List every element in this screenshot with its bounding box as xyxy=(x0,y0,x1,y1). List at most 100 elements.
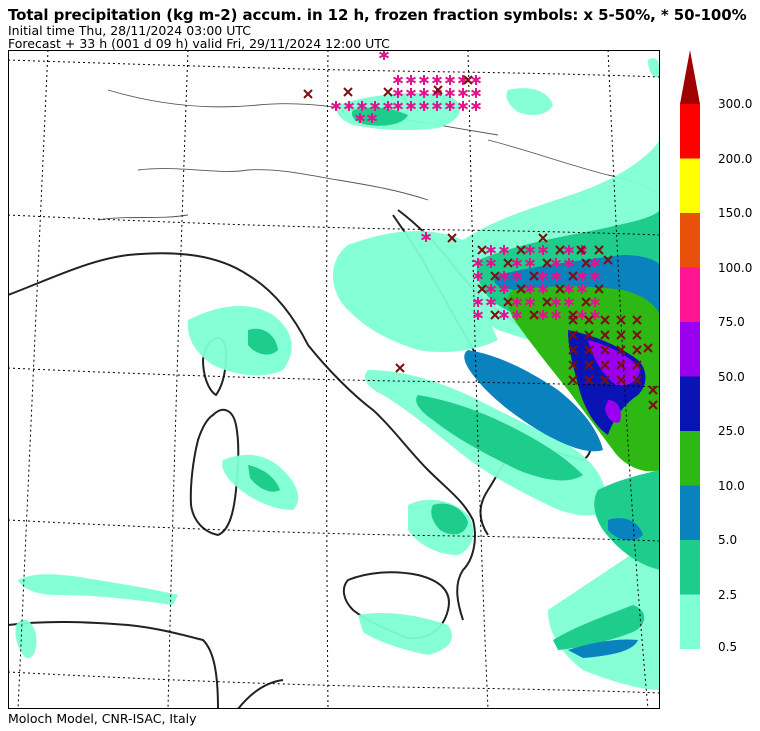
symbol-x xyxy=(447,233,457,243)
legend-label-50-0: 50.0 xyxy=(718,369,745,384)
symbol-star xyxy=(458,88,468,98)
symbol-x xyxy=(343,87,353,97)
legend-label-200-0: 200.0 xyxy=(718,151,753,166)
symbol-x xyxy=(477,284,487,294)
symbol-x xyxy=(581,258,591,268)
legend-swatch-100-0 xyxy=(680,213,700,268)
symbol-star xyxy=(538,245,548,255)
symbol-x xyxy=(529,271,539,281)
symbol-x xyxy=(632,330,642,340)
frozen-fraction-symbols xyxy=(303,50,658,410)
symbol-x xyxy=(516,245,526,255)
symbol-x xyxy=(490,310,500,320)
symbol-x xyxy=(568,375,578,385)
symbol-x xyxy=(600,330,610,340)
symbol-x xyxy=(516,284,526,294)
symbol-x xyxy=(643,343,653,353)
symbol-x xyxy=(600,375,610,385)
symbol-star xyxy=(525,258,535,268)
symbol-star xyxy=(551,310,561,320)
symbol-star xyxy=(486,284,496,294)
symbol-star xyxy=(525,245,535,255)
legend-swatch-150-0 xyxy=(680,158,700,213)
symbol-x xyxy=(433,85,443,95)
symbol-x xyxy=(603,255,613,265)
legend-swatch-2-5 xyxy=(680,540,700,595)
symbol-x xyxy=(383,87,393,97)
symbol-star xyxy=(445,101,455,111)
symbol-star xyxy=(355,113,365,123)
legend-swatch-25-0 xyxy=(680,376,700,431)
symbol-x xyxy=(616,375,626,385)
symbol-x xyxy=(568,330,578,340)
symbol-star xyxy=(473,297,483,307)
symbol-x xyxy=(632,345,642,355)
symbol-star xyxy=(471,101,481,111)
symbol-x xyxy=(542,297,552,307)
symbol-star xyxy=(525,297,535,307)
symbol-star xyxy=(445,88,455,98)
symbol-star xyxy=(344,101,354,111)
legend-swatch-10-0 xyxy=(680,431,700,486)
symbol-x xyxy=(632,375,642,385)
symbol-x xyxy=(568,271,578,281)
symbol-star xyxy=(419,75,429,85)
precipitation-map xyxy=(8,50,660,709)
symbol-star xyxy=(512,310,522,320)
initial-time: Initial time Thu, 28/11/2024 03:00 UTC xyxy=(8,23,251,38)
symbol-x xyxy=(576,245,586,255)
symbol-star xyxy=(471,75,481,85)
symbol-x xyxy=(581,297,591,307)
symbol-x xyxy=(568,360,578,370)
symbol-star xyxy=(473,258,483,268)
symbol-star xyxy=(499,245,509,255)
symbol-star xyxy=(577,271,587,281)
symbol-star xyxy=(551,271,561,281)
symbol-star xyxy=(499,271,509,281)
symbol-star xyxy=(419,88,429,98)
map-title: Total precipitation (kg m-2) accum. in 1… xyxy=(8,6,747,24)
symbol-x xyxy=(463,75,473,85)
legend-arrow xyxy=(680,50,700,104)
symbol-star xyxy=(564,258,574,268)
symbol-x xyxy=(616,360,626,370)
symbol-x xyxy=(584,360,594,370)
symbol-x xyxy=(529,310,539,320)
symbol-star xyxy=(419,101,429,111)
legend-label-25-0: 25.0 xyxy=(718,424,745,438)
symbol-x xyxy=(542,258,552,268)
symbol-x xyxy=(490,271,500,281)
symbol-star xyxy=(370,101,380,111)
legend-label-5-0: 5.0 xyxy=(718,533,738,547)
symbol-star xyxy=(564,284,574,294)
symbol-x xyxy=(555,245,565,255)
symbol-star xyxy=(393,75,403,85)
legend-label-150-0: 150.0 xyxy=(718,206,753,220)
legend-swatch-0-5 xyxy=(680,594,700,649)
symbol-star xyxy=(538,271,548,281)
legend-swatch-200-0 xyxy=(680,104,700,159)
symbol-x xyxy=(584,315,594,325)
symbol-star xyxy=(357,101,367,111)
symbol-star xyxy=(499,310,509,320)
symbol-x xyxy=(477,245,487,255)
symbol-star xyxy=(512,258,522,268)
symbol-star xyxy=(512,297,522,307)
symbol-x xyxy=(503,258,513,268)
symbol-star xyxy=(551,258,561,268)
symbol-x xyxy=(648,385,658,395)
precip-50 xyxy=(588,340,640,423)
symbol-x xyxy=(632,360,642,370)
symbol-x xyxy=(584,330,594,340)
legend-label-2-5: 2.5 xyxy=(718,587,738,602)
legend-label-75-0: 75.0 xyxy=(718,315,745,329)
symbol-x xyxy=(616,345,626,355)
symbol-star xyxy=(331,101,341,111)
symbol-star xyxy=(471,88,481,98)
symbol-x xyxy=(648,400,658,410)
symbol-x xyxy=(600,345,610,355)
symbol-x xyxy=(538,233,548,243)
symbol-star xyxy=(473,310,483,320)
symbol-star xyxy=(393,101,403,111)
forecast-time: Forecast + 33 h (001 d 09 h) valid Fri, … xyxy=(8,36,390,51)
